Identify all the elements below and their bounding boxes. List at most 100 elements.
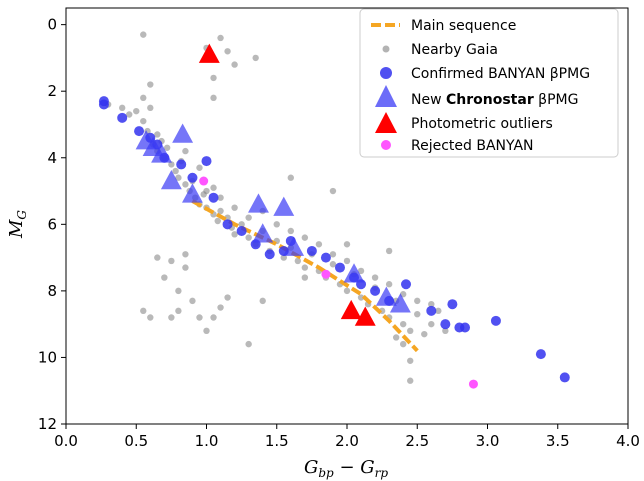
banyan-point <box>320 252 331 263</box>
y-tick-label: 12 <box>38 415 57 433</box>
legend-chronostar-prefix: New <box>411 92 446 108</box>
legend-new-chronostar-marker <box>375 85 397 107</box>
gaia-point <box>168 161 175 168</box>
gaia-point <box>140 307 147 315</box>
gaia-point <box>147 81 154 88</box>
gaia-point <box>400 320 407 328</box>
gaia-point <box>217 34 224 42</box>
gaia-point <box>400 340 407 348</box>
gaia-point <box>196 314 203 321</box>
gaia-point <box>238 221 245 228</box>
banyan-point <box>306 245 317 256</box>
plot-frame <box>65 7 629 425</box>
gaia-point <box>203 327 210 335</box>
gaia-point <box>140 94 147 102</box>
gaia-point <box>407 357 414 364</box>
legend-box <box>359 8 619 158</box>
gaia-point <box>294 257 302 265</box>
banyan-point <box>426 305 437 316</box>
x-tick-label: 1.5 <box>265 432 289 450</box>
gaia-point <box>161 274 168 281</box>
gaia-point <box>252 54 259 62</box>
gaia-point <box>231 61 238 68</box>
banyan-point <box>222 219 233 230</box>
main-sequence-series <box>191 199 419 353</box>
legend-confirmed-banyan-marker <box>380 67 392 79</box>
gaia-point <box>154 254 161 261</box>
x-tick-label: 0.5 <box>124 432 148 450</box>
y-tick-label: 8 <box>47 282 57 300</box>
banyan-point <box>401 279 412 290</box>
rejected-point <box>199 176 209 186</box>
x-axis-label: Gbp − Grp <box>304 457 388 480</box>
gaia-point <box>182 147 189 155</box>
gaia-point <box>210 184 217 191</box>
gaia-point <box>224 294 231 301</box>
gaia-point <box>175 307 182 315</box>
banyan-point <box>334 262 345 273</box>
gaia-point <box>245 340 252 348</box>
gaia-point <box>224 48 231 55</box>
gaia-point <box>392 334 400 341</box>
gaia-point <box>259 297 266 305</box>
main-sequence-line <box>191 199 419 353</box>
x-tick-label: 3.5 <box>546 432 570 450</box>
x-tick-label: 3.0 <box>476 432 500 450</box>
chronostar-point <box>182 183 203 203</box>
outlier-point <box>354 306 376 326</box>
gaia-point <box>172 167 179 175</box>
gaia-point <box>224 214 231 221</box>
gaia-point <box>245 234 252 241</box>
gaia-point <box>168 314 175 321</box>
gaia-point <box>343 257 351 265</box>
rejected-point <box>468 379 478 389</box>
gaia-point <box>414 310 421 318</box>
gaia-point <box>329 261 337 268</box>
outlier-point <box>198 43 220 63</box>
gaia-point <box>154 131 161 138</box>
y-tick-label: 2 <box>47 82 57 100</box>
chronostar-point <box>283 236 305 256</box>
x-tick-label: 4.0 <box>616 432 640 450</box>
gaia-point <box>301 264 309 271</box>
gaia-point <box>414 297 421 305</box>
gaia-point <box>210 94 217 102</box>
gaia-point <box>428 320 435 328</box>
legend-photometric-outliers-label: Photometric outliers <box>411 116 553 132</box>
gaia-point <box>210 314 217 321</box>
chronostar-point <box>248 193 269 213</box>
y-tick-label: 10 <box>38 348 57 366</box>
banyan-point <box>134 126 145 137</box>
legend-chronostar-bold: Chronostar <box>446 92 534 108</box>
chronostar-point <box>343 263 365 283</box>
outlier-point <box>340 299 362 320</box>
gaia-point <box>203 187 210 195</box>
x-tick-label: 1.0 <box>195 432 219 450</box>
chronostar-point <box>273 196 295 216</box>
gaia-point <box>140 31 147 38</box>
gaia-point <box>231 204 238 211</box>
gaia-point <box>245 214 252 221</box>
gaia-point <box>182 251 189 258</box>
legend-rejected-banyan-label: Rejected BANYAN <box>411 138 534 154</box>
gaia-point <box>133 107 140 115</box>
banyan-point <box>201 156 212 167</box>
gaia-point <box>147 314 154 321</box>
y-axis-label: MG <box>6 210 29 239</box>
banyan-point <box>236 225 247 236</box>
chronostar-point <box>172 123 194 143</box>
gaia-point <box>163 144 171 151</box>
gaia-point <box>357 267 365 275</box>
chronostar-point <box>375 286 397 306</box>
x-tick-label: 2.0 <box>335 432 359 450</box>
highlighted-points <box>98 43 570 389</box>
gaia-point <box>189 297 196 305</box>
x-tick-label: 2.5 <box>405 432 429 450</box>
gaia-point <box>214 217 221 225</box>
gaia-point <box>407 327 414 335</box>
gaia-point <box>435 307 442 315</box>
gaia-point <box>231 231 238 238</box>
gaia-point <box>315 241 323 248</box>
gaia-point <box>182 264 189 271</box>
